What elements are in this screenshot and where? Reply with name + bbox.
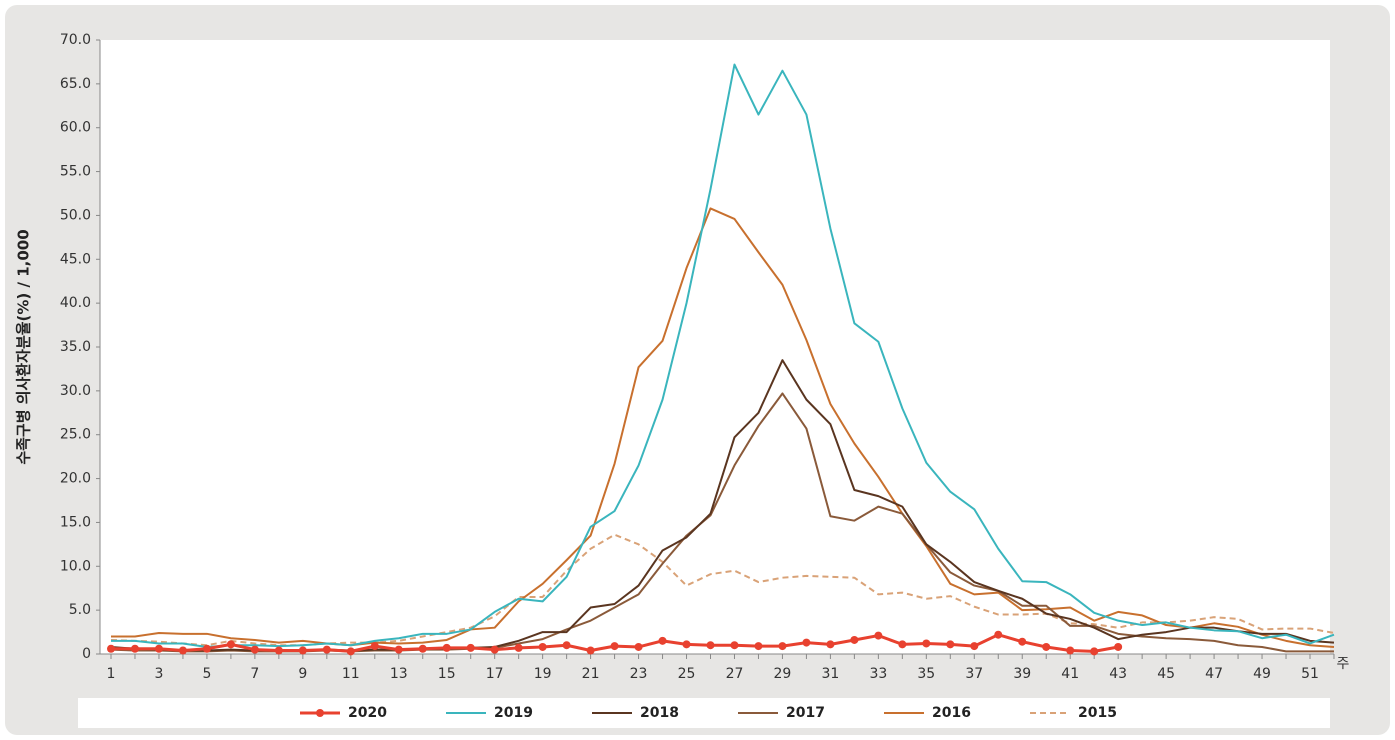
y-tick-label: 40.0 xyxy=(60,295,91,311)
point xyxy=(994,630,1003,639)
point xyxy=(538,642,547,651)
point xyxy=(490,645,499,654)
x-tick-label: 51 xyxy=(1301,666,1319,682)
x-tick-label: 11 xyxy=(342,666,360,682)
point xyxy=(922,639,931,648)
point xyxy=(706,641,715,650)
legend-label: 2016 xyxy=(932,705,971,721)
x-tick-label: 41 xyxy=(1061,666,1079,682)
y-tick-label: 50.0 xyxy=(60,207,91,223)
legend-label: 2019 xyxy=(494,705,533,721)
x-tick-label: 27 xyxy=(726,666,744,682)
x-tick-label: 29 xyxy=(774,666,792,682)
x-tick-label: 23 xyxy=(630,666,648,682)
point xyxy=(346,647,355,656)
x-tick-label: 17 xyxy=(486,666,504,682)
point xyxy=(658,636,667,645)
x-tick-label: 39 xyxy=(1013,666,1031,682)
point xyxy=(1090,647,1099,656)
point xyxy=(514,643,523,652)
point xyxy=(778,642,787,651)
y-tick-label: 55.0 xyxy=(60,164,91,180)
x-tick-label: 25 xyxy=(678,666,696,682)
point xyxy=(826,640,835,649)
x-tick-label: 37 xyxy=(965,666,983,682)
x-tick-label: 33 xyxy=(869,666,887,682)
x-tick-label: 5 xyxy=(202,666,211,682)
point xyxy=(154,644,163,653)
point xyxy=(970,642,979,651)
point xyxy=(874,631,883,640)
point xyxy=(466,643,475,652)
x-tick-label: 35 xyxy=(917,666,935,682)
point xyxy=(1042,642,1051,651)
point xyxy=(1018,637,1027,646)
point xyxy=(202,644,211,653)
point xyxy=(107,644,115,653)
point xyxy=(730,641,739,650)
x-tick-label: 1 xyxy=(107,666,116,682)
point xyxy=(610,642,619,651)
x-tick-label: 19 xyxy=(534,666,552,682)
point xyxy=(418,644,427,653)
y-tick-label: 0 xyxy=(82,646,91,662)
legend-label: 2015 xyxy=(1078,705,1117,721)
x-tick-label: 9 xyxy=(298,666,307,682)
y-tick-label: 20.0 xyxy=(60,471,91,487)
x-tick-label: 3 xyxy=(154,666,163,682)
legend-marker xyxy=(316,709,324,717)
point xyxy=(802,638,811,647)
y-axis-label: 수족구병 의사환자분율(%) / 1,000 xyxy=(15,229,33,464)
point xyxy=(442,643,451,652)
point xyxy=(562,641,571,650)
x-tick-label: 31 xyxy=(821,666,839,682)
y-tick-label: 45.0 xyxy=(60,251,91,267)
x-tick-label: 45 xyxy=(1157,666,1175,682)
legend-box xyxy=(78,698,1330,728)
series-line xyxy=(111,207,1335,648)
point xyxy=(754,642,763,651)
y-tick-label: 5.0 xyxy=(69,602,91,618)
y-tick-label: 15.0 xyxy=(60,514,91,530)
y-tick-label: 10.0 xyxy=(60,558,91,574)
point xyxy=(634,642,643,651)
point xyxy=(682,640,691,649)
x-axis-label: 주 xyxy=(1337,656,1350,672)
y-tick-label: 30.0 xyxy=(60,383,91,399)
point xyxy=(850,635,859,644)
y-tick-label: 60.0 xyxy=(60,120,91,136)
series-line xyxy=(111,63,1335,648)
x-tick-label: 7 xyxy=(250,666,259,682)
legend-label: 2017 xyxy=(786,705,825,721)
y-tick-label: 35.0 xyxy=(60,339,91,355)
legend-label: 2018 xyxy=(640,705,679,721)
point xyxy=(370,642,379,651)
point xyxy=(250,645,259,654)
x-tick-label: 49 xyxy=(1253,666,1271,682)
x-tick-label: 43 xyxy=(1109,666,1127,682)
y-tick-label: 65.0 xyxy=(60,76,91,92)
point xyxy=(586,646,595,655)
point xyxy=(1066,646,1075,655)
point xyxy=(298,646,307,655)
x-tick-label: 15 xyxy=(438,666,456,682)
point xyxy=(898,640,907,649)
point xyxy=(1114,642,1123,651)
point xyxy=(394,645,403,654)
y-tick-label: 70.0 xyxy=(60,32,91,48)
point xyxy=(130,644,139,653)
point xyxy=(946,640,955,649)
point xyxy=(226,640,235,649)
point xyxy=(322,645,331,654)
legend-label: 2020 xyxy=(348,705,387,721)
plot-area xyxy=(100,40,1330,654)
x-tick-label: 21 xyxy=(582,666,600,682)
y-tick-label: 25.0 xyxy=(60,427,91,443)
x-tick-label: 13 xyxy=(390,666,408,682)
point xyxy=(274,646,283,655)
point xyxy=(178,646,187,655)
x-tick-label: 47 xyxy=(1205,666,1223,682)
